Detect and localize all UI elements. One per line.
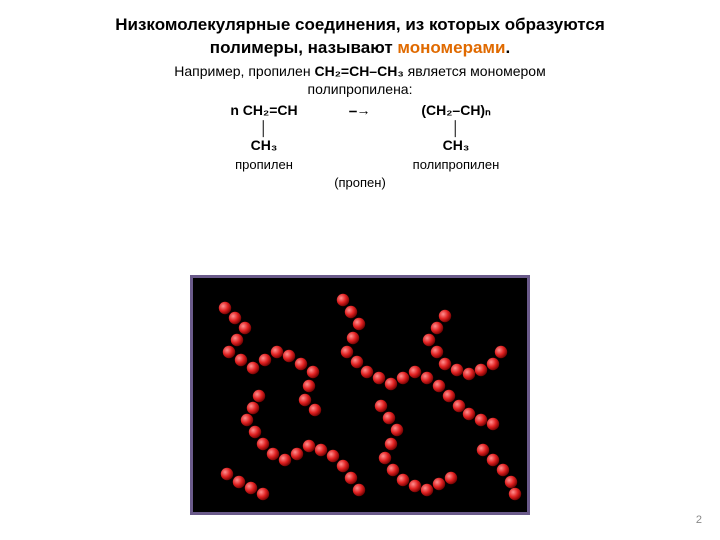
formula-right-bar: │ [396, 120, 516, 138]
heading-line1: Низкомолекулярные соединения, из которых… [115, 15, 605, 34]
subtext-formula: CH₂=CH–CH₃ [314, 63, 403, 79]
heading-line2-post: . [505, 38, 510, 57]
subtext: Например, пропилен CH₂=CH–CH₃ является м… [0, 60, 720, 98]
subtext-post: является мономером [404, 63, 546, 79]
label-propene: (пропен) [0, 173, 720, 191]
subtext-line2: полипропилена: [308, 81, 413, 97]
heading-line2-pre: полимеры, называют [210, 38, 398, 57]
label-propylene: пропилен [204, 157, 324, 173]
formula-right-top: (CH₂–CH)ₙ [396, 102, 516, 120]
heading-highlight: мономерами [397, 38, 505, 57]
subtext-pre: Например, пропилен [174, 63, 314, 79]
polymer-svg [193, 278, 527, 512]
formula-left-bar: │ [204, 120, 324, 138]
page-number: 2 [696, 514, 702, 526]
reaction-formula: n CH₂=CH ⎯→ (CH₂–CH)ₙ │ │ CH₃ CH₃ пропил… [0, 98, 720, 191]
formula-right-ch3: CH₃ [396, 137, 516, 155]
heading: Низкомолекулярные соединения, из которых… [0, 0, 720, 60]
formula-left-top: n CH₂=CH [204, 102, 324, 120]
polymer-diagram [190, 275, 530, 515]
formula-left-ch3: CH₃ [204, 137, 324, 155]
formula-arrow: ⎯→ [330, 102, 390, 120]
label-polypropylene: полипропилен [396, 157, 516, 173]
